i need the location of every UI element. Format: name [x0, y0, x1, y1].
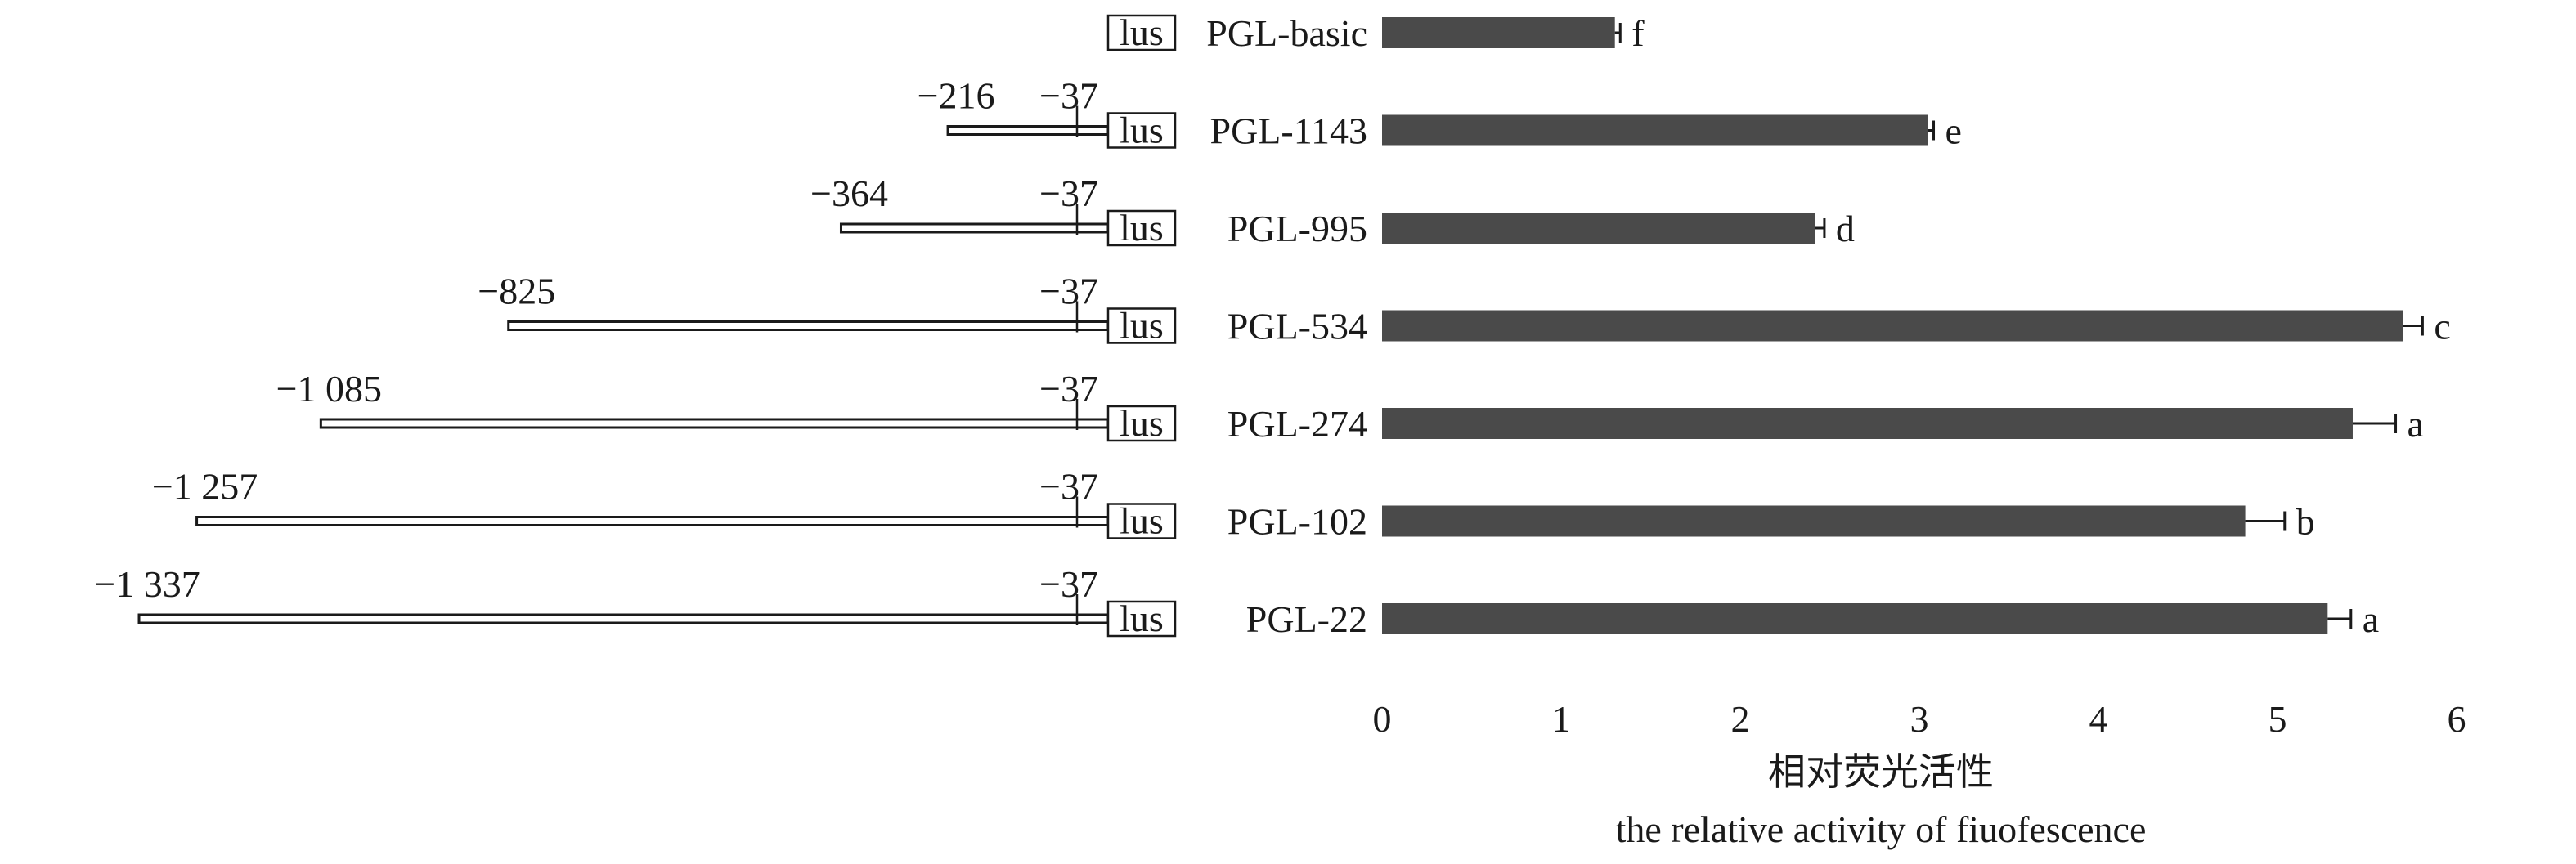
- category-label: PGL-1143: [1209, 110, 1367, 152]
- lus-reporter-label: lus: [1120, 598, 1164, 639]
- x-tick-label: 0: [1373, 698, 1392, 740]
- promoter-fragment: [946, 125, 1110, 136]
- activity-bar: [1382, 17, 1615, 48]
- lus-reporter-label: lus: [1120, 305, 1164, 347]
- lus-reporter-box: [1106, 14, 1177, 51]
- activity-bar: [1382, 505, 2246, 537]
- category-label: PGL-274: [1227, 403, 1367, 445]
- x-tick-label: 5: [2269, 698, 2287, 740]
- x-axis-subtitle: the relative activity of fiuofescence: [1616, 808, 2147, 850]
- promoter-start-label: −364: [810, 172, 888, 214]
- bar-series: PGL-basic f PGL-1143 e PGL-995 d PGL-534 c PGL-2…: [1206, 12, 2451, 640]
- promoter-fragment: [839, 222, 1110, 234]
- category-label: PGL-995: [1227, 208, 1367, 249]
- x-tick-label: 4: [2089, 698, 2108, 740]
- x-tick-label: 3: [1910, 698, 1929, 740]
- significance-letter: f: [1631, 12, 1645, 54]
- lus-reporter-box: [1106, 209, 1177, 247]
- tss-label: −37: [1039, 75, 1098, 117]
- promoter-start-label: −1 085: [276, 368, 382, 410]
- activity-bar: [1382, 603, 2328, 634]
- promoter-fragment: [507, 320, 1110, 331]
- significance-letter: a: [2408, 403, 2424, 445]
- promoter-start-label: −216: [918, 75, 995, 117]
- lus-reporter-box: [1106, 405, 1177, 442]
- lus-reporter-box: [1106, 307, 1177, 344]
- x-axis-title: 相对荧光活性: [1768, 751, 1994, 793]
- tss-label: −37: [1039, 563, 1098, 605]
- x-tick-label: 6: [2448, 698, 2466, 740]
- promoter-start-label: −1 257: [152, 466, 258, 508]
- lus-reporter-box: [1106, 503, 1177, 539]
- promoter-start-label: −1 337: [94, 563, 200, 605]
- activity-bar: [1382, 408, 2353, 439]
- promoter-fragment: [137, 613, 1110, 624]
- tss-label: −37: [1039, 172, 1098, 214]
- lus-reporter-label: lus: [1120, 110, 1164, 151]
- lus-reporter-box: [1106, 112, 1177, 149]
- x-tick-label: 2: [1731, 698, 1750, 740]
- lus-reporter-label: lus: [1120, 402, 1164, 444]
- category-label: PGL-534: [1227, 306, 1367, 347]
- significance-letter: b: [2296, 501, 2315, 543]
- tss-label: −37: [1039, 368, 1098, 410]
- significance-letter: c: [2434, 306, 2450, 347]
- x-tick-label: 1: [1552, 698, 1571, 740]
- promoter-constructs: lus −216 −37 lus −364 −37 lus −825 −37 lus −1 085 −…: [94, 11, 1177, 639]
- significance-letter: e: [1945, 110, 1962, 152]
- promoter-start-label: −825: [478, 271, 555, 312]
- significance-letter: a: [2363, 598, 2379, 640]
- lus-reporter-label: lus: [1120, 500, 1164, 542]
- promoter-fragment: [195, 516, 1110, 526]
- category-label: PGL-102: [1227, 501, 1367, 543]
- lus-reporter-label: lus: [1120, 207, 1164, 248]
- x-axis: 0 1 2 3 4 5 6: [1373, 698, 2466, 740]
- category-label: PGL-basic: [1206, 12, 1367, 54]
- activity-bar: [1382, 114, 1928, 146]
- tss-label: −37: [1039, 466, 1098, 508]
- activity-bar: [1382, 213, 1815, 244]
- activity-bar: [1382, 310, 2403, 342]
- significance-letter: d: [1836, 208, 1855, 249]
- lus-reporter-label: lus: [1120, 11, 1164, 53]
- tss-label: −37: [1039, 271, 1098, 312]
- category-label: PGL-22: [1246, 598, 1367, 640]
- lus-reporter-box: [1106, 600, 1177, 638]
- promoter-fragment: [319, 418, 1110, 429]
